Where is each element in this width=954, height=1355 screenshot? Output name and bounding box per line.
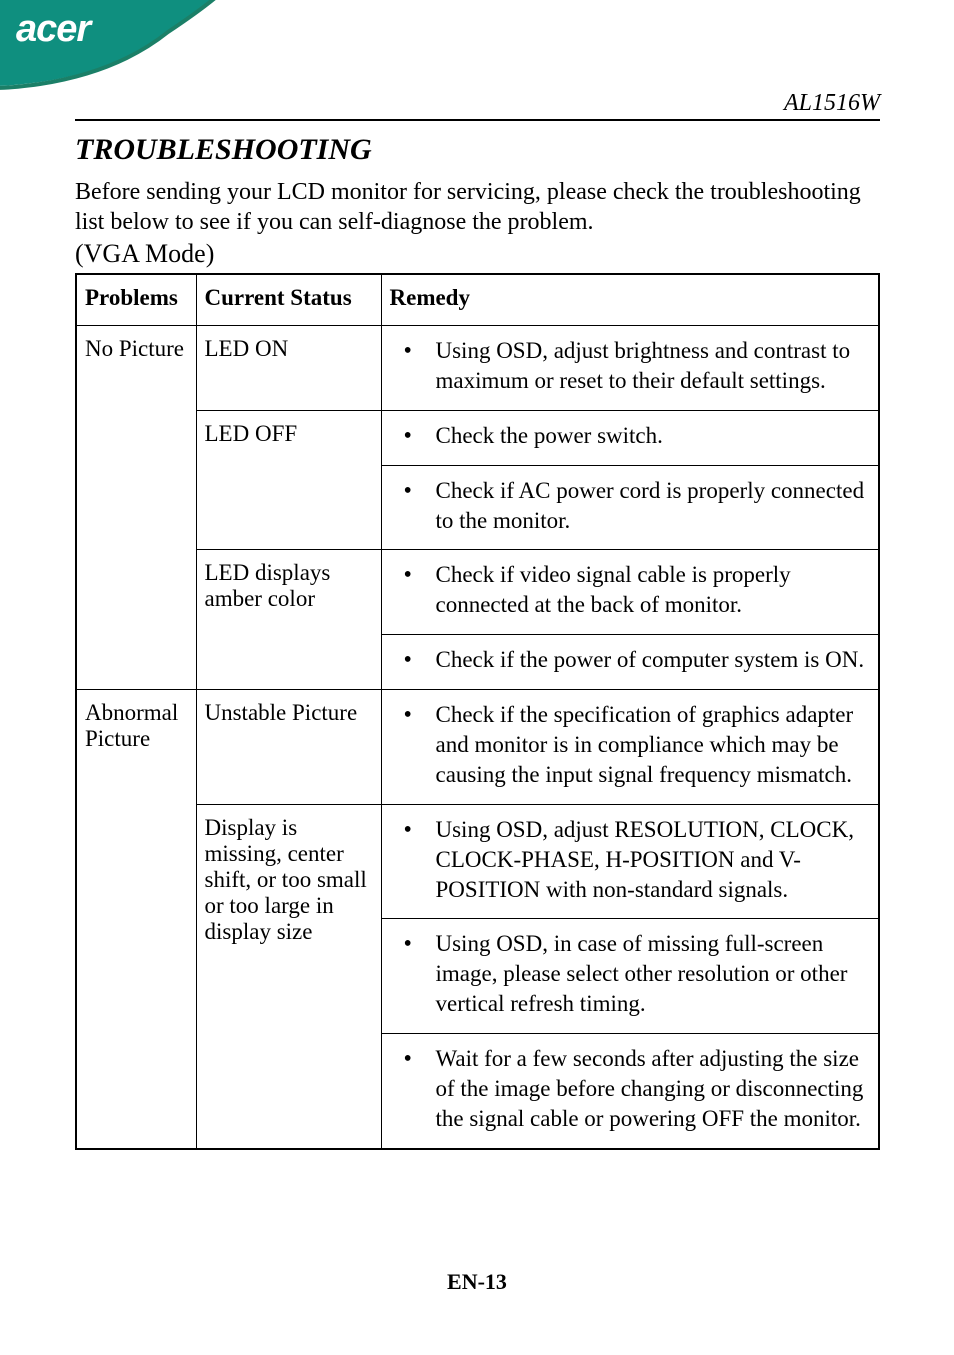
table-header-row: Problems Current Status Remedy: [76, 274, 879, 326]
table-row: No Picture LED ON Using OSD, adjust brig…: [76, 326, 879, 411]
remedy-cell: Using OSD, adjust RESOLUTION, CLOCK, CLO…: [381, 804, 879, 919]
status-cell: LED displays amber color: [196, 550, 381, 690]
table-row: LED displays amber color Check if video …: [76, 550, 879, 635]
remedy-item: Check if the specification of graphics a…: [390, 700, 871, 790]
problem-cell: No Picture: [76, 326, 196, 690]
remedy-item: Check if video signal cable is properly …: [390, 560, 871, 620]
brand-logo: acer: [16, 8, 90, 51]
th-problems: Problems: [76, 274, 196, 326]
remedy-cell: Using OSD, adjust brightness and contras…: [381, 326, 879, 411]
remedy-cell: Check if AC power cord is properly conne…: [381, 465, 879, 550]
remedy-cell: Wait for a few seconds after adjusting t…: [381, 1034, 879, 1149]
status-cell: LED OFF: [196, 410, 381, 550]
header-swoosh: acer: [0, 0, 220, 90]
model-number: AL1516W: [75, 90, 880, 121]
remedy-item: Using OSD, adjust RESOLUTION, CLOCK, CLO…: [390, 815, 871, 905]
section-title: TROUBLESHOOTING: [75, 133, 880, 167]
status-cell: Unstable Picture: [196, 690, 381, 805]
intro-paragraph: Before sending your LCD monitor for serv…: [75, 177, 880, 237]
remedy-cell: Check if the power of computer system is…: [381, 635, 879, 690]
page-number: EN-13: [0, 1269, 954, 1295]
troubleshooting-table: Problems Current Status Remedy No Pictur…: [75, 273, 880, 1150]
status-cell: LED ON: [196, 326, 381, 411]
th-remedy: Remedy: [381, 274, 879, 326]
th-status: Current Status: [196, 274, 381, 326]
problem-cell: Abnormal Picture: [76, 690, 196, 1149]
table-row: Abnormal Picture Unstable Picture Check …: [76, 690, 879, 805]
remedy-item: Check if AC power cord is properly conne…: [390, 476, 871, 536]
remedy-cell: Using OSD, in case of missing full-scree…: [381, 919, 879, 1034]
status-cell: Display is missing, center shift, or too…: [196, 804, 381, 1149]
remedy-cell: Check the power switch.: [381, 410, 879, 465]
remedy-cell: Check if the specification of graphics a…: [381, 690, 879, 805]
mode-label: (VGA Mode): [75, 239, 880, 269]
remedy-item: Wait for a few seconds after adjusting t…: [390, 1044, 871, 1134]
table-row: LED OFF Check the power switch.: [76, 410, 879, 465]
remedy-item: Using OSD, in case of missing full-scree…: [390, 929, 871, 1019]
page-content: AL1516W TROUBLESHOOTING Before sending y…: [75, 90, 880, 1150]
remedy-cell: Check if video signal cable is properly …: [381, 550, 879, 635]
table-row: Display is missing, center shift, or too…: [76, 804, 879, 919]
remedy-item: Using OSD, adjust brightness and contras…: [390, 336, 871, 396]
remedy-item: Check if the power of computer system is…: [390, 645, 871, 675]
remedy-item: Check the power switch.: [390, 421, 871, 451]
